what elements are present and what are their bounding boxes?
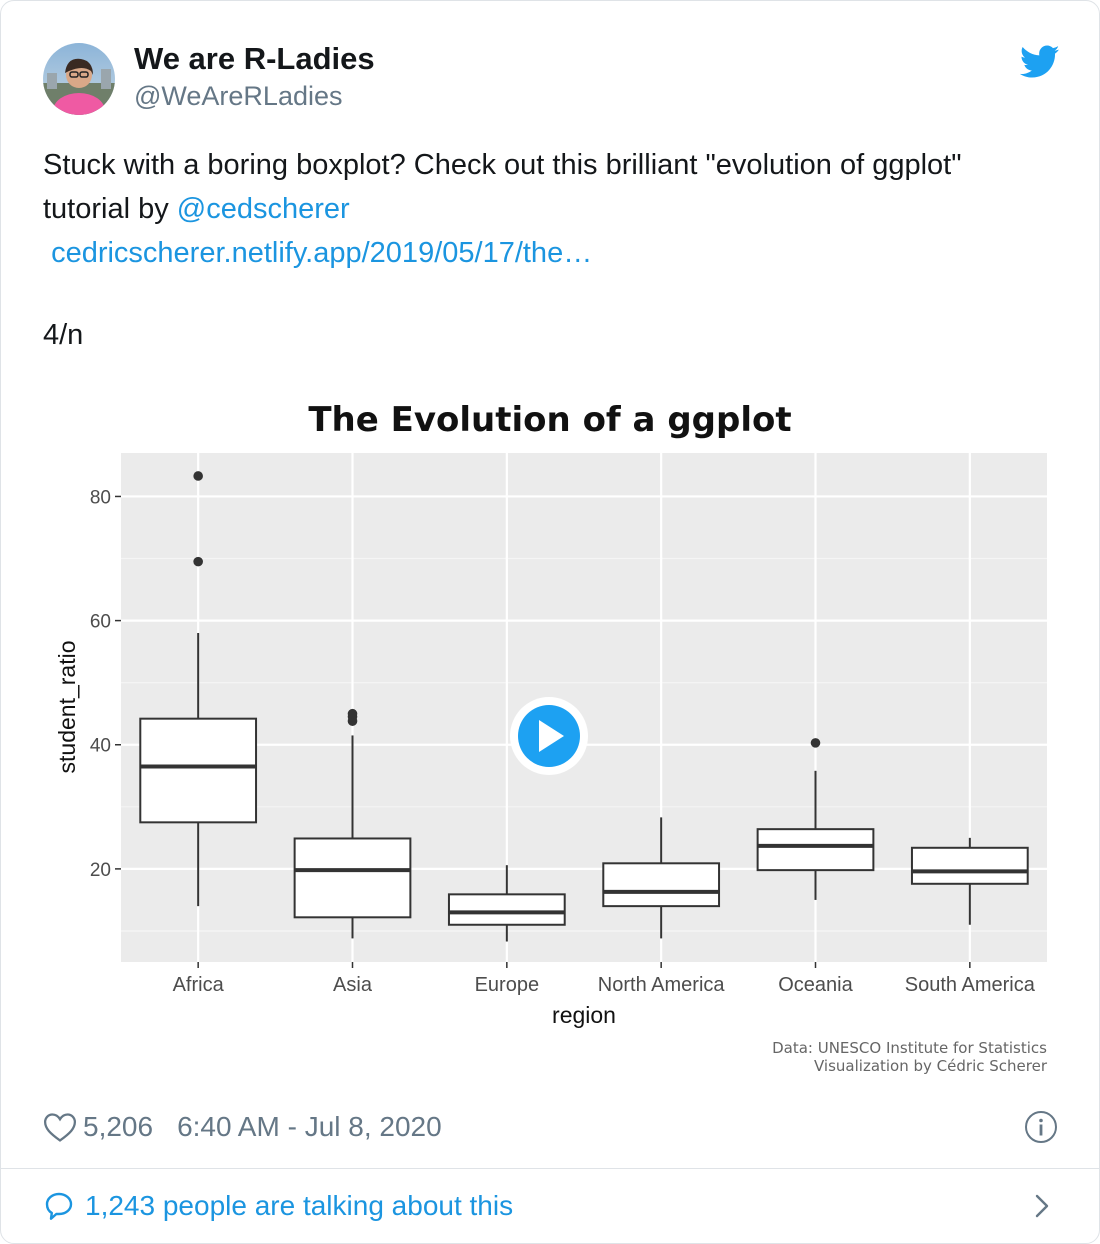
box-africa <box>139 471 258 907</box>
box-europe <box>447 865 566 942</box>
box-iqr <box>602 862 721 908</box>
x-tick-label: Africa <box>173 974 225 996</box>
y-axis: 20 40 60 80 <box>90 487 121 881</box>
box-south-america <box>910 837 1029 925</box>
outlier-point <box>193 556 203 567</box>
y-tick-label: 60 <box>90 612 111 633</box>
twitter-bird-icon[interactable] <box>1019 45 1060 79</box>
x-tick-label: South America <box>905 974 1036 996</box>
outlier-point <box>810 738 821 748</box>
y-tick-label: 20 <box>90 860 111 881</box>
url-link[interactable]: cedricscherer.netlify.app/2019/05/17/the… <box>51 237 593 269</box>
conversation-count[interactable]: 1,243 people are talking about this <box>85 1190 514 1221</box>
y-axis-label: student_ratio <box>54 641 80 774</box>
chart-title: The Evolution of a ggplot <box>308 400 791 440</box>
author-handle[interactable]: @WeAreRLadies <box>134 81 343 111</box>
x-axis-label: region <box>552 1002 616 1028</box>
like-count[interactable]: 5,206 <box>83 1111 154 1142</box>
x-tick-label: Europe <box>475 974 540 996</box>
speech-bubble-icon <box>43 1190 75 1222</box>
box-iqr <box>756 828 875 872</box>
tweet-text-line-1: Stuck with a boring boxplot? Check out t… <box>43 149 962 181</box>
box-north-america <box>602 817 721 939</box>
heart-icon[interactable] <box>43 1111 77 1143</box>
x-tick-label: North America <box>598 974 726 996</box>
tweet-text-prefix: tutorial by <box>43 193 177 225</box>
caption-line-1: Data: UNESCO Institute for Statistics <box>772 1039 1047 1057</box>
x-tick-label: Oceania <box>778 974 853 996</box>
plot-panel <box>121 453 1047 962</box>
box-iqr <box>910 846 1029 885</box>
outlier-point <box>347 708 358 719</box>
box-iqr <box>139 717 258 824</box>
avatar[interactable] <box>43 43 115 115</box>
play-icon[interactable] <box>510 697 588 775</box>
caption-line-2: Visualization by Cédric Scherer <box>814 1057 1048 1075</box>
box-asia <box>293 708 412 939</box>
boxplot-chart: The Evolution of a ggplot 20 40 60 80 Afric… <box>54 400 1048 1075</box>
box-iqr <box>293 837 412 919</box>
boxes <box>139 471 1029 942</box>
y-tick-label: 40 <box>90 736 111 757</box>
author-name[interactable]: We are R-Ladies <box>134 41 375 76</box>
info-icon[interactable] <box>1024 1110 1058 1144</box>
divider <box>1 1168 1099 1169</box>
tweet-text-line-3: cedricscherer.netlify.app/2019/05/17/the… <box>43 231 1073 275</box>
box-iqr <box>447 893 566 926</box>
mention-link[interactable]: @cedscherer <box>176 193 350 225</box>
tweet-text-line-2: tutorial by @cedscherer <box>43 187 1073 231</box>
conversation-link[interactable]: 1,243 people are talking about this <box>43 1184 513 1228</box>
timestamp[interactable]: 6:40 AM - Jul 8, 2020 <box>177 1111 442 1142</box>
chevron-right-icon[interactable] <box>1031 1192 1053 1220</box>
outlier-point <box>193 471 203 481</box>
media-video[interactable]: The Evolution of a ggplot 20 40 60 80 Afric… <box>43 381 1059 1081</box>
y-tick-label: 80 <box>90 487 111 508</box>
tweet-footer: 5,206 6:40 AM - Jul 8, 2020 <box>43 1105 442 1149</box>
tweet-text: Stuck with a boring boxplot? Check out t… <box>43 143 1073 275</box>
x-axis: Africa Asia Europe North America Oceania Sout… <box>173 962 1036 996</box>
box-oceania <box>756 738 875 900</box>
grid-minor <box>121 557 1047 932</box>
thread-counter: 4/n <box>43 319 84 351</box>
x-tick-label: Asia <box>333 974 373 996</box>
